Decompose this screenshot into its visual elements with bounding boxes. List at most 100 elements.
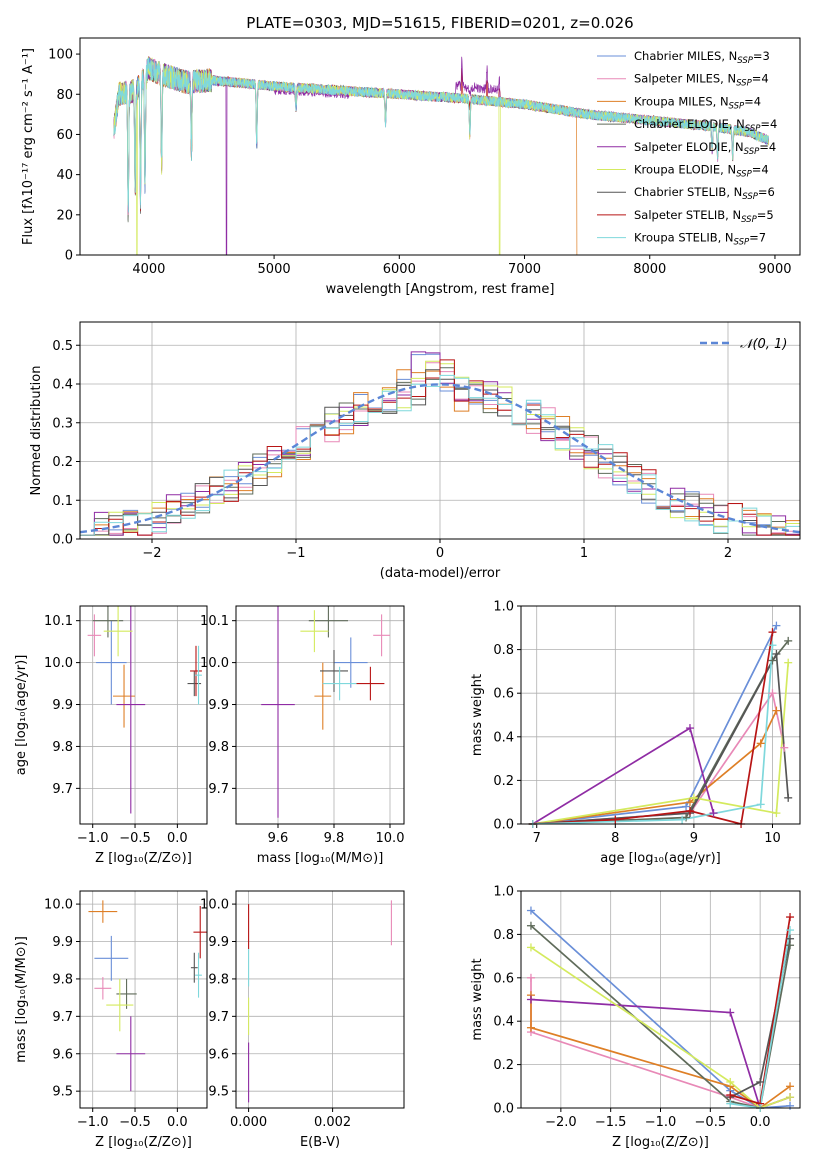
- weight-marker: [786, 926, 795, 935]
- weight-marker: [786, 1093, 795, 1102]
- weight-marker: [786, 1082, 795, 1091]
- x-tick-label: 9.8: [324, 831, 345, 846]
- y-tick-label: 0.8: [493, 643, 514, 658]
- weight-marker: [786, 934, 795, 943]
- y-tick-label: 9.7: [208, 782, 229, 797]
- error-bar-point: [116, 1016, 146, 1092]
- y-tick-label: 9.8: [208, 740, 229, 755]
- weight-marker: [768, 656, 777, 665]
- y-tick-label: 60: [56, 128, 73, 143]
- legend-entry: Kroupa ELODIE, NSSP=4: [634, 163, 769, 180]
- weight-marker: [685, 806, 694, 815]
- panel-age-vs-mass: 9.6 9.8 10.0 9.7 9.8 9.9 10.0 10.1 mass [log₁₀(M…: [200, 605, 405, 866]
- plot-area: [236, 891, 404, 1108]
- x-tick-label: 9000: [758, 262, 791, 277]
- x-tick-label: 8: [611, 831, 619, 846]
- legend-entry: Salpeter STELIB, NSSP=5: [634, 208, 774, 225]
- axes-frame: [79, 605, 208, 825]
- y-tick-label: 20: [56, 208, 73, 223]
- y-tick-label: 9.5: [208, 1085, 229, 1100]
- y-tick-label: 9.9: [52, 698, 73, 713]
- legend-entry: Chabrier ELODIE, NSSP=4: [634, 117, 777, 134]
- x-tick-label: 1: [580, 546, 588, 561]
- y-axis-label: mass weight: [470, 958, 485, 1040]
- weight-line-0: [532, 625, 778, 824]
- weight-marker: [756, 739, 765, 748]
- plot-area: [80, 322, 800, 539]
- y-tick-label: 9.5: [52, 1085, 73, 1100]
- weight-marker: [784, 793, 793, 802]
- y-tick-label: 9.7: [208, 1010, 229, 1025]
- x-tick-label: −0.5: [695, 1115, 727, 1130]
- axes-frame: [79, 321, 801, 540]
- x-tick-label: −1: [286, 546, 305, 561]
- spectrum-line-4: [113, 56, 769, 255]
- legend-entry: Salpeter ELODIE, NSSP=4: [634, 140, 776, 157]
- panel-weight-vs-Z: −2.0 −1.5 −1.0 −0.5 0.0 0.0 0.2 0.4 0.6 0.8 1.0 Z […: [470, 885, 801, 1150]
- x-tick-label: 8000: [633, 262, 666, 277]
- weight-marker: [786, 1101, 795, 1110]
- plot-area: [80, 891, 207, 1108]
- weight-marker: [786, 913, 795, 922]
- x-axis-label: (data-model)/error: [380, 566, 501, 581]
- y-axis-label: mass weight: [470, 674, 485, 756]
- weight-marker: [685, 724, 694, 733]
- weight-line-5: [530, 946, 791, 1108]
- x-tick-label: −1.0: [645, 1115, 677, 1130]
- legend-entry: Kroupa STELIB, NSSP=7: [634, 231, 766, 248]
- panel-mass-vs-Z: −1.0 −0.5 0.0 9.5 9.6 9.7 9.8 9.9 10.0 Z [log₁₀(Z…: [14, 890, 208, 1150]
- y-tick-label: 0.4: [493, 1015, 514, 1030]
- panel-mass-vs-EBV: 0.000 0.002 9.5 9.6 9.7 9.8 9.9 10.0 E(B-V): [200, 890, 405, 1150]
- axes-frame: [235, 605, 405, 825]
- y-tick-label: 0.2: [493, 774, 514, 789]
- plot-area: [521, 606, 800, 824]
- error-bar-point: [87, 614, 102, 657]
- weight-marker: [768, 689, 777, 698]
- x-tick-label: −1.0: [77, 831, 109, 846]
- y-tick-label: 9.8: [52, 740, 73, 755]
- error-bar-point: [261, 606, 295, 818]
- x-axis-label: mass [log₁₀(M/M⊙)]: [257, 851, 384, 866]
- legend: Chabrier MILES, NSSP=3 Salpeter MILES, NS…: [597, 49, 777, 248]
- error-bar-point: [314, 662, 332, 730]
- axes-frame: [235, 890, 405, 1109]
- weight-marker: [526, 921, 535, 930]
- x-tick-label: 7: [533, 831, 541, 846]
- spectrum-line-5: [113, 57, 769, 255]
- histogram-step-7: [80, 359, 800, 536]
- x-axis-label: age [log₁₀(age/yr)]: [600, 851, 721, 866]
- y-axis-label: age [log₁₀(age/yr)]: [14, 655, 29, 776]
- error-bar-point: [116, 606, 146, 814]
- y-tick-label: 100: [48, 48, 73, 63]
- x-tick-label: 0.0: [167, 831, 188, 846]
- y-tick-label: 9.7: [52, 1010, 73, 1025]
- weight-marker: [689, 793, 698, 802]
- x-tick-label: −1.0: [77, 1115, 109, 1130]
- y-tick-label: 0.0: [52, 533, 73, 548]
- y-tick-label: 1.0: [493, 885, 514, 900]
- weight-marker: [772, 649, 781, 658]
- y-tick-label: 10.0: [200, 656, 229, 671]
- weight-line-3: [530, 925, 791, 1108]
- legend-entry: Chabrier STELIB, NSSP=6: [634, 185, 775, 202]
- y-tick-label: 0.4: [493, 730, 514, 745]
- y-tick-label: 10.0: [44, 656, 73, 671]
- error-bar-point: [193, 905, 207, 959]
- y-tick-label: 0.5: [52, 339, 73, 354]
- y-tick-label: 0.0: [493, 1102, 514, 1117]
- weight-marker: [709, 809, 718, 818]
- weight-marker: [526, 943, 535, 952]
- y-tick-label: 0.6: [493, 971, 514, 986]
- error-bar-point: [103, 606, 133, 657]
- axes-frame: [79, 890, 208, 1109]
- panel-weight-vs-age: 7 8 9 10 0.0 0.2 0.4 0.6 0.8 1.0 age [log₁₀(age/yr…: [470, 600, 801, 866]
- y-tick-label: 9.9: [52, 935, 73, 950]
- spectrum-line-2: [113, 57, 769, 255]
- error-bar-point: [113, 664, 136, 728]
- weight-marker: [726, 1008, 735, 1017]
- weight-marker: [526, 906, 535, 915]
- y-tick-label: 10.0: [200, 898, 229, 913]
- x-tick-label: 0.000: [230, 1115, 267, 1130]
- y-tick-label: 9.9: [208, 935, 229, 950]
